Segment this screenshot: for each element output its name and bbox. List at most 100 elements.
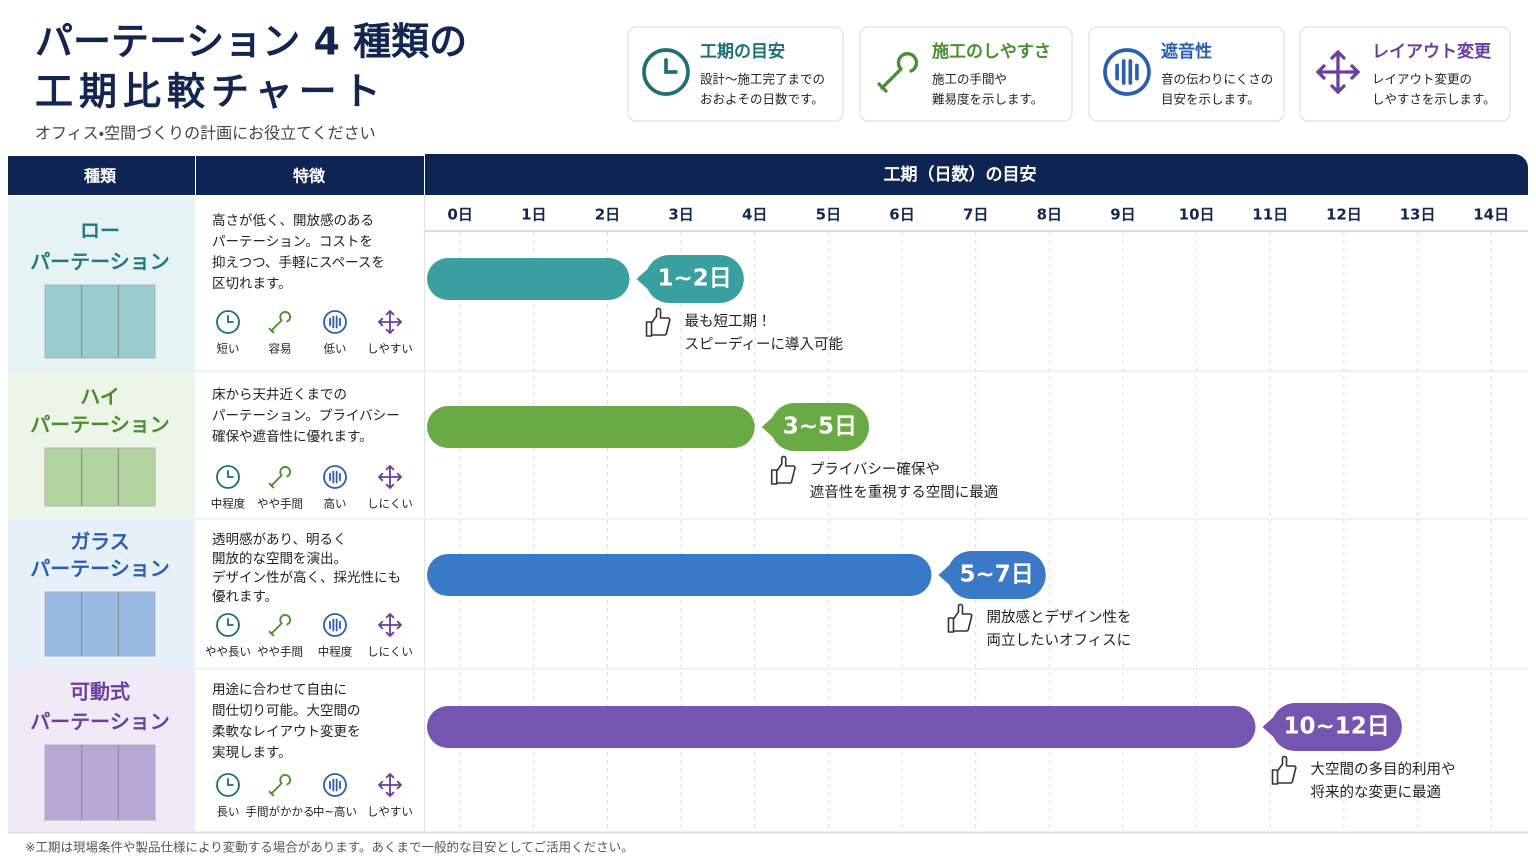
icon: [268, 466, 292, 489]
type-cell: [8, 520, 195, 668]
wrench: [268, 466, 292, 489]
arrows: [377, 612, 403, 638]
icon: [377, 464, 403, 490]
panel-illustration: [44, 447, 156, 507]
thumbs-up: [770, 455, 796, 485]
clock: [216, 613, 240, 637]
clock-hands: [227, 618, 234, 626]
arrows: [1315, 49, 1361, 95]
rating-label: 手間がかかる: [246, 805, 315, 819]
x-tick-label: 12日: [1326, 206, 1362, 224]
arrows: [377, 772, 403, 798]
rating-label: やや手間: [257, 497, 303, 511]
x-tick-label: 7日: [963, 206, 988, 224]
type-name: 可動式: [70, 680, 130, 704]
clock-hands: [227, 470, 234, 478]
duration-bubble: [938, 550, 1046, 600]
type-name: ハイ: [80, 385, 120, 409]
icon: [268, 311, 292, 334]
legend-title: 施工のしやすさ: [932, 41, 1051, 62]
clock: [216, 310, 240, 334]
x-tick-label: 2日: [595, 206, 620, 224]
type-name: ロー: [80, 219, 120, 243]
header-cell: [196, 156, 424, 195]
icon: [216, 613, 240, 637]
type-name: パーテーション: [30, 710, 170, 734]
duration-label: 10~12日: [1284, 714, 1390, 740]
description: 抑えつつ、手軽にスペースを: [212, 255, 385, 271]
thumbs-up: [645, 307, 671, 337]
x-tick-label: 3日: [668, 206, 693, 224]
panel-illustration: [44, 591, 156, 657]
icon: [377, 309, 403, 335]
description: 間仕切り可能。大空間の: [212, 703, 361, 719]
chart-header: [425, 154, 1528, 195]
rating-label: 長い: [217, 805, 240, 819]
duration-bubble: [636, 254, 744, 304]
legend-title: レイアウト変更: [1372, 41, 1492, 62]
title: パーテーション 4 種類の: [35, 20, 467, 64]
note: 両立したいオフィスに: [986, 632, 1131, 649]
icon: [216, 773, 240, 797]
sound: [323, 773, 347, 797]
type-name: パーテーション: [30, 250, 170, 274]
icon: [1315, 49, 1361, 95]
description: パーテーション。プライバシー: [212, 408, 400, 424]
icon: [323, 613, 347, 637]
rating-label: しやすい: [367, 805, 413, 819]
description: 優れます。: [212, 589, 278, 605]
description: 開放的な空間を演出。: [212, 551, 347, 567]
x-tick-label: 14日: [1473, 206, 1509, 224]
legend-card: [1088, 26, 1285, 122]
type-name: パーテーション: [30, 557, 170, 581]
duration-bubble: [1262, 702, 1402, 752]
type-name: パーテーション: [30, 413, 170, 437]
description: 高さが低く、開放感のある: [212, 212, 374, 229]
chart-title: 工期（日数）の目安: [884, 164, 1037, 185]
bar: [427, 258, 630, 300]
description: パーテーション。コストを: [212, 234, 373, 250]
clock: [216, 465, 240, 489]
rating-label: しにくい: [367, 645, 413, 659]
icon: [1103, 48, 1151, 96]
panel-illustration: [44, 284, 156, 359]
x-tick-label: 5日: [816, 206, 841, 224]
note: スピーディーに導入可能: [685, 335, 844, 353]
icon: [323, 773, 347, 797]
footnote: ※工期は現場条件や製品仕様により変動する場合があります。あくまで一般的な目安とし…: [25, 840, 634, 855]
thumbs-up: [947, 603, 973, 633]
legend-text: 目安を示します。: [1161, 92, 1260, 107]
note: 大空間の多目的利用や: [1311, 760, 1456, 778]
rating-label: やや手間: [257, 645, 303, 659]
description: 柔軟なレイアウト変更を: [212, 724, 361, 740]
duration-label: 1~2日: [658, 266, 732, 292]
legend-text: レイアウト変更の: [1372, 72, 1472, 87]
rating-label: 高い: [324, 497, 347, 511]
legend-text: しやすさを示します。: [1372, 92, 1496, 107]
note: 最も短工期！: [685, 313, 772, 330]
wrench: [268, 774, 292, 797]
bar: [427, 554, 932, 596]
sound: [323, 310, 347, 334]
rating-label: 中~高い: [313, 805, 357, 819]
x-tick-label: 13日: [1400, 206, 1436, 224]
icon: [877, 52, 919, 93]
header-text: 種類: [84, 167, 117, 186]
icon: [268, 774, 292, 797]
x-tick-label: 9日: [1110, 206, 1135, 224]
legend-text: 設計～施工完了までの: [700, 72, 825, 87]
icon: [377, 772, 403, 798]
x-tick-label: 10日: [1179, 206, 1215, 224]
thumbs-up: [1271, 755, 1297, 785]
x-tick-label: 8日: [1037, 206, 1062, 224]
legend-card: [1299, 26, 1511, 122]
x-tick-label: 1日: [521, 206, 546, 224]
type-cell: [8, 670, 195, 832]
description: デザイン性が高く、採光性にも: [212, 569, 401, 586]
rating-label: やや長い: [205, 645, 251, 659]
icon: [268, 614, 292, 637]
legend-text: 難易度を示します。: [932, 92, 1043, 107]
description: 区切れます。: [212, 276, 292, 292]
rating-label: 低い: [324, 342, 347, 356]
